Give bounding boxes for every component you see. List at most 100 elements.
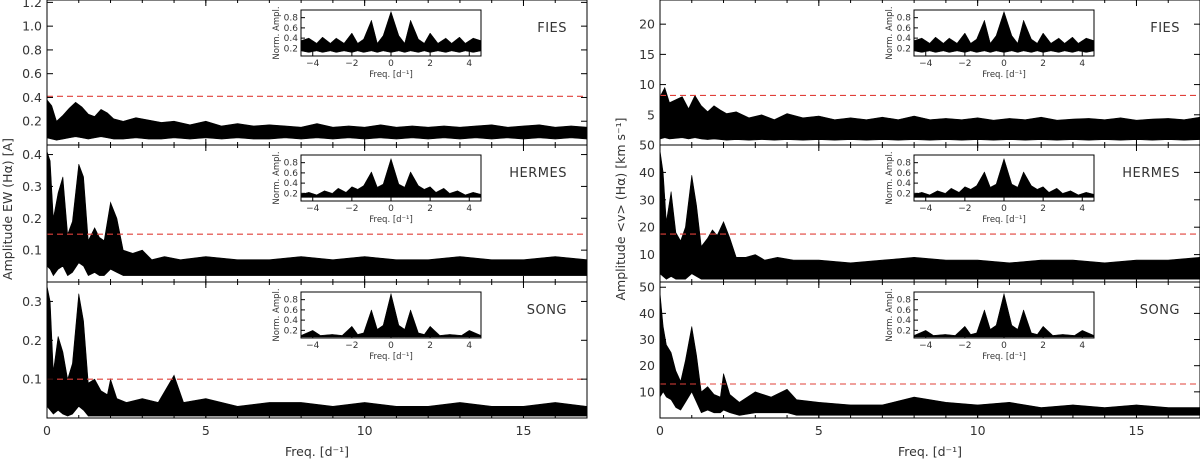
- inset-x-tick-label: 0: [388, 59, 394, 69]
- amplitude-spectrum: [46, 98, 588, 141]
- y-axis-title: Amplitude <v> (Hα) [km s⁻¹]: [613, 118, 628, 301]
- y-tick-label: 0.2: [22, 333, 42, 348]
- y-tick-label: 20: [639, 220, 655, 235]
- y-tick-label: 0.2: [22, 211, 42, 226]
- amplitude-spectrum: [659, 292, 1200, 416]
- inset-x-tick-label: 0: [388, 204, 394, 214]
- inset-x-tick-label: −4: [919, 341, 933, 351]
- inset-x-tick-label: 4: [466, 341, 472, 351]
- inset-y-tick-label: 0.4: [897, 179, 912, 189]
- y-tick-label: 30: [639, 192, 655, 207]
- inset-y-tick-label: 0.6: [897, 306, 912, 316]
- y-tick-label: 40: [639, 306, 655, 321]
- y-tick-label: 0.4: [22, 147, 42, 162]
- inset-spectral-window: 0.20.40.60.8 −4 −2 0 2 4 Freq. [d⁻¹] Norm. Ampl…: [272, 6, 482, 80]
- y-tick-label: 0.1: [22, 243, 42, 258]
- right-panel-fies: 5 10 15 20 FIES 0.20.40.60.8 −4 −2 0 2 4 Freq. [d⁻¹…: [639, 0, 1200, 146]
- x-axis-title: Freq. [d⁻¹]: [285, 444, 349, 459]
- panel-frame: [46, 281, 588, 419]
- y-tick-label: 0.3: [22, 294, 42, 309]
- y-tick-label: 10: [639, 384, 655, 399]
- y-tick-label: 1.2: [22, 0, 42, 10]
- inset-x-tick-label: 2: [1040, 341, 1046, 351]
- inset-y-tick-label: 0.2: [284, 189, 298, 199]
- inset-x-tick-label: 4: [466, 59, 472, 69]
- inset-x-tick-label: 2: [427, 204, 433, 214]
- inset-y-tick-label: 0.4: [284, 34, 299, 44]
- inset-x-tick-label: −4: [919, 204, 933, 214]
- inset-x-tick-label: 2: [1040, 59, 1046, 69]
- inset-y-axis-title: Norm. Ampl.: [885, 6, 895, 59]
- inset-spectral-window: 0.20.40.60.8 −4 −2 0 2 4 Freq. [d⁻¹] Norm. Ampl…: [885, 151, 1095, 225]
- y-tick-label: 50: [639, 280, 655, 295]
- inset-x-tick-label: 0: [1001, 59, 1007, 69]
- inset-spectral-window: 0.20.40.60.8 −4 −2 0 2 4 Freq. [d⁻¹] Norm. Ampl…: [885, 6, 1095, 80]
- inset-spectral-window: 0.20.40.60.8 −4 −2 0 2 4 Freq. [d⁻¹] Norm. Ampl…: [272, 151, 482, 225]
- inset-y-tick-label: 0.6: [284, 169, 299, 179]
- inset-spectral-window: 0.20.40.60.8 −4 −2 0 2 4 Freq. [d⁻¹] Norm. Ampl…: [272, 288, 482, 362]
- y-tick-label: 15: [639, 47, 655, 62]
- inset-y-axis-title: Norm. Ampl.: [272, 151, 282, 204]
- inset-x-tick-label: 4: [1079, 341, 1085, 351]
- inset-y-tick-label: 0.2: [284, 44, 298, 54]
- amplitude-spectrum: [659, 150, 1200, 280]
- y-tick-label: 0.1: [22, 372, 42, 387]
- inset-y-tick-label: 0.4: [897, 316, 912, 326]
- x-tick-label: 0: [656, 423, 664, 438]
- inset-spectral-window: 0.20.40.60.8 −4 −2 0 2 4 Freq. [d⁻¹] Norm. Ampl…: [885, 288, 1095, 362]
- inset-x-axis-title: Freq. [d⁻¹]: [369, 352, 413, 362]
- inset-y-tick-label: 0.2: [897, 326, 911, 336]
- inset-y-tick-label: 0.8: [284, 14, 299, 24]
- inset-x-tick-label: −2: [958, 204, 971, 214]
- y-tick-label: 0.8: [22, 42, 42, 57]
- inset-x-tick-label: 0: [1001, 341, 1007, 351]
- inset-x-tick-label: −4: [306, 341, 320, 351]
- inset-x-tick-label: −2: [345, 59, 358, 69]
- panel-label: FIES: [1150, 21, 1180, 36]
- inset-x-tick-label: −4: [306, 204, 320, 214]
- y-tick-label: 1.0: [22, 19, 42, 34]
- inset-y-tick-label: 0.8: [897, 159, 912, 169]
- inset-x-tick-label: −4: [306, 59, 320, 69]
- y-tick-label: 20: [639, 17, 655, 32]
- x-tick-label: 15: [516, 423, 532, 438]
- inset-y-tick-label: 0.8: [897, 296, 912, 306]
- y-tick-label: 10: [639, 247, 655, 262]
- panel-label: SONG: [1140, 303, 1180, 318]
- panel-frame: [659, 281, 1200, 419]
- panel-label: SONG: [527, 303, 567, 318]
- y-tick-label: 10: [639, 77, 655, 92]
- x-tick-label: 15: [1129, 423, 1145, 438]
- right-panel-song: 10 20 30 40 50 SONG 0.20.40.60.8 −4 −2 0 2 4 Freq. […: [639, 280, 1200, 419]
- x-tick-label: 0: [43, 423, 51, 438]
- y-tick-label: 50: [639, 138, 655, 153]
- inset-y-tick-label: 0.2: [897, 44, 911, 54]
- inset-y-tick-label: 0.6: [897, 24, 912, 34]
- panel-label: HERMES: [509, 166, 567, 181]
- y-tick-label: 0.4: [22, 90, 42, 105]
- x-tick-label: 10: [357, 423, 373, 438]
- inset-y-tick-label: 0.8: [284, 296, 299, 306]
- inset-x-tick-label: −2: [958, 59, 971, 69]
- inset-y-axis-title: Norm. Ampl.: [272, 288, 282, 341]
- inset-y-tick-label: 0.2: [897, 189, 911, 199]
- x-tick-label: 10: [970, 423, 986, 438]
- inset-x-tick-label: 0: [388, 341, 394, 351]
- amplitude-spectrum: [659, 86, 1200, 141]
- inset-x-axis-title: Freq. [d⁻¹]: [369, 70, 413, 80]
- panel-label: HERMES: [1122, 166, 1180, 181]
- inset-x-tick-label: −4: [919, 59, 933, 69]
- inset-y-tick-label: 0.4: [284, 179, 299, 189]
- y-tick-label: 5: [647, 107, 655, 122]
- inset-x-axis-title: Freq. [d⁻¹]: [982, 352, 1026, 362]
- inset-x-tick-label: 4: [466, 204, 472, 214]
- inset-x-axis-title: Freq. [d⁻¹]: [982, 215, 1026, 225]
- y-tick-label: 20: [639, 358, 655, 373]
- inset-y-tick-label: 0.6: [284, 24, 299, 34]
- inset-y-tick-label: 0.6: [897, 169, 912, 179]
